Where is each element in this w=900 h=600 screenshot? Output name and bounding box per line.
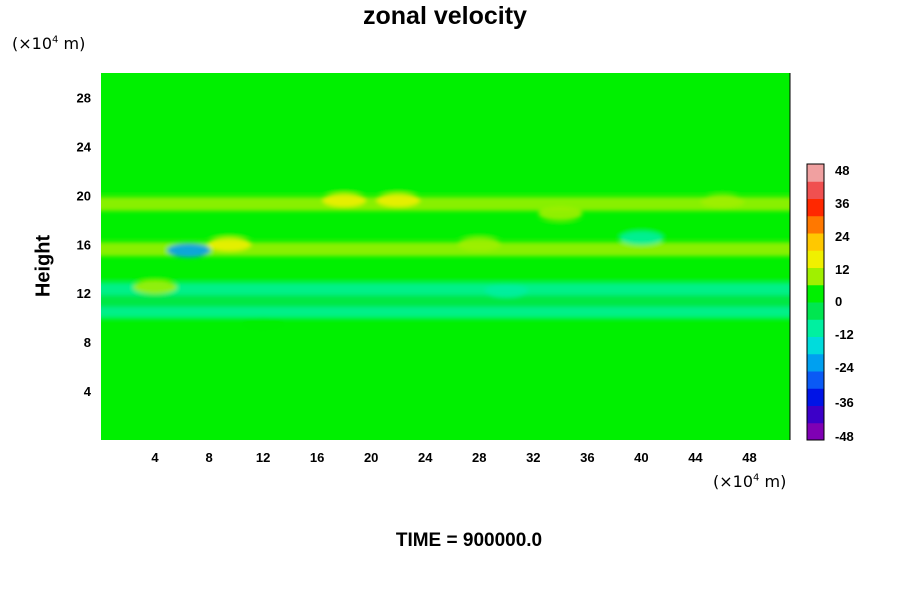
field-feature-9 <box>484 283 529 298</box>
chart-title: zonal velocity <box>363 2 527 30</box>
field-feature-4 <box>457 237 502 252</box>
field-feature-6 <box>700 194 745 209</box>
x-unit-base: (×10 <box>713 472 754 491</box>
field-feature-8 <box>241 316 286 331</box>
y-tick-label: 8 <box>84 335 91 350</box>
plot-area <box>101 73 791 440</box>
x-tick-label: 40 <box>634 450 648 465</box>
x-tick-label: 48 <box>742 450 756 465</box>
colorbar-tick-label: -36 <box>835 395 854 410</box>
colorbar-segment <box>807 250 824 268</box>
y-tick-label: 4 <box>84 384 92 399</box>
field-feature-1 <box>376 193 421 208</box>
x-tick-label: 4 <box>151 450 159 465</box>
colorbar-segment <box>807 336 824 355</box>
colorbar-tick-label: 0 <box>835 294 842 309</box>
x-unit-exponent: 4 <box>753 472 760 484</box>
colorbar-segment <box>807 215 824 234</box>
y-tick-label: 16 <box>77 237 91 252</box>
colorbar-tick-label: -48 <box>835 429 854 444</box>
field-band-3 <box>101 266 790 281</box>
field-feature-5 <box>538 206 583 221</box>
field-background <box>101 73 790 440</box>
field-band-2 <box>101 242 790 257</box>
colorbar-segment <box>807 284 824 303</box>
y-tick-label: 12 <box>77 286 91 301</box>
x-axis-unit: (×104 m) <box>713 472 786 491</box>
time-label: TIME = 900000.0 <box>395 530 543 551</box>
y-tick-label: 20 <box>77 188 91 203</box>
colorbar-tick-label: 24 <box>835 229 850 244</box>
x-tick-label: 8 <box>205 450 212 465</box>
field-feature-10 <box>619 231 664 246</box>
x-tick-label: 20 <box>364 450 378 465</box>
x-tick-label: 12 <box>256 450 270 465</box>
colorbar-segment <box>807 422 824 441</box>
field-feature-2 <box>166 243 211 258</box>
field-band-5 <box>101 294 790 309</box>
y-tick-label: 28 <box>77 90 91 105</box>
colorbar-segment <box>807 181 824 199</box>
field-band-1 <box>101 222 790 237</box>
colorbar-tick-label: -24 <box>835 360 855 375</box>
x-tick-label: 28 <box>472 450 486 465</box>
x-tick-label: 24 <box>418 450 433 465</box>
colorbar-tick-label: -12 <box>835 327 854 342</box>
field-feature-7 <box>133 280 178 295</box>
y-axis-unit: (×104 m) <box>12 34 85 53</box>
field-band-0 <box>101 196 790 211</box>
field-feature-0 <box>322 193 367 208</box>
colorbar-segment <box>807 405 824 424</box>
colorbar-segment <box>807 388 824 406</box>
field-feature-3 <box>207 237 252 252</box>
y-unit-exponent: 4 <box>52 34 59 46</box>
y-unit-tail: m) <box>58 34 86 53</box>
x-tick-label: 44 <box>688 450 703 465</box>
colorbar-segment <box>807 267 824 286</box>
colorbar-segment <box>807 164 824 182</box>
x-axis: 4 8 12 16 20 24 28 32 36 40 44 48 <box>151 450 756 465</box>
y-axis: 4 8 12 16 20 24 28 <box>77 90 92 399</box>
colorbar-frame <box>806 163 825 441</box>
colorbar-segment <box>807 233 824 251</box>
colorbar-tick-label: 12 <box>835 262 849 277</box>
y-unit-base: (×10 <box>12 34 53 53</box>
field-band-8 <box>101 178 790 193</box>
field-band-7 <box>101 316 790 331</box>
colorbar-segment <box>807 319 824 337</box>
colorbar-segment <box>807 371 824 389</box>
field-band-4 <box>101 282 790 297</box>
colorbar-tick-label: 48 <box>835 163 849 178</box>
colorbar-segment <box>807 198 824 217</box>
x-tick-label: 32 <box>526 450 540 465</box>
colorbar-tick-label: 36 <box>835 196 849 211</box>
colorbar: 48 36 24 12 0 -12 -24 -36 -48 <box>806 163 855 444</box>
x-tick-label: 16 <box>310 450 324 465</box>
colorbar-segment <box>807 353 824 372</box>
y-tick-label: 24 <box>77 139 92 154</box>
x-tick-label: 36 <box>580 450 594 465</box>
colorbar-segment <box>807 302 824 320</box>
x-unit-tail: m) <box>759 472 787 491</box>
